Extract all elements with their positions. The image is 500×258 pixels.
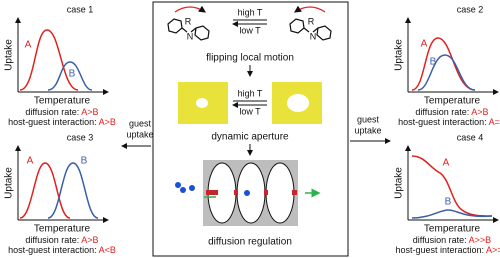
molecule-left bbox=[167, 5, 210, 41]
interaction-value: A<B bbox=[99, 245, 116, 255]
condition-high: high T bbox=[238, 88, 263, 98]
interaction-value: A>B bbox=[99, 117, 116, 127]
cages bbox=[207, 162, 295, 224]
guests bbox=[175, 182, 250, 196]
curve-label-b: B bbox=[445, 197, 452, 208]
interaction-value: A>>B bbox=[486, 245, 500, 255]
curve-b bbox=[417, 54, 476, 91]
interaction-label: host-guest interaction: bbox=[8, 117, 99, 127]
curve-a bbox=[19, 162, 71, 219]
gates bbox=[206, 190, 297, 195]
curve-label-a: A bbox=[25, 40, 32, 51]
interaction-line: host-guest interaction: A=B bbox=[398, 117, 500, 127]
y-axis-label: Uptake bbox=[4, 167, 15, 199]
interaction-label: host-guest interaction: bbox=[398, 117, 489, 127]
diffusion-value: A>>B bbox=[469, 235, 492, 245]
diffusion-label: diffusion rate: bbox=[25, 107, 81, 117]
diffusion-line: diffusion rate: A>B bbox=[25, 235, 98, 245]
caption: diffusion regulation bbox=[208, 237, 292, 248]
curve-label-a: A bbox=[443, 158, 450, 169]
case-label: case 3 bbox=[67, 132, 94, 142]
condition-low: low T bbox=[239, 25, 261, 35]
diffusion-label: diffusion rate: bbox=[25, 235, 81, 245]
curve-label-b: B bbox=[430, 57, 437, 68]
atom-r: R bbox=[185, 16, 192, 26]
arrow-label: guest bbox=[129, 118, 152, 128]
pore bbox=[287, 94, 309, 112]
y-axis-label: Uptake bbox=[4, 39, 15, 71]
diffusion-value: A>B bbox=[81, 107, 98, 117]
arrow-label: uptake bbox=[126, 129, 153, 139]
curve-label-b: B bbox=[69, 69, 76, 80]
curve-a bbox=[19, 29, 79, 91]
molecule-right bbox=[289, 5, 332, 41]
case-label: case 4 bbox=[457, 132, 484, 142]
arrow-label: guest bbox=[357, 114, 380, 124]
curve-b bbox=[47, 61, 93, 91]
curve-label-a: A bbox=[27, 156, 34, 167]
arrow-label: uptake bbox=[354, 125, 381, 135]
case-label: case 2 bbox=[457, 4, 484, 14]
y-axis-label: Uptake bbox=[394, 39, 405, 71]
interaction-value: A=B bbox=[489, 117, 500, 127]
diffusion-label: diffusion rate: bbox=[415, 107, 471, 117]
atom-n: N bbox=[187, 31, 194, 41]
atom-r: R bbox=[308, 16, 315, 26]
flow-arrow bbox=[204, 193, 319, 197]
condition-high: high T bbox=[238, 7, 263, 17]
interaction-label: host-guest interaction: bbox=[395, 245, 486, 255]
y-axis-label: Uptake bbox=[394, 167, 405, 199]
condition-low: low T bbox=[239, 106, 261, 116]
curve-label-b: B bbox=[81, 156, 88, 167]
interaction-label: host-guest interaction: bbox=[8, 245, 99, 255]
interaction-line: host-guest interaction: A>>B bbox=[395, 245, 500, 255]
curve-a bbox=[411, 37, 476, 91]
x-axis-label: Temperature bbox=[424, 96, 481, 107]
x-axis-label: Temperature bbox=[34, 96, 91, 107]
curve-label-a: A bbox=[421, 39, 428, 50]
pore bbox=[196, 98, 208, 108]
center-box bbox=[152, 1, 349, 257]
atom-n: N bbox=[310, 31, 317, 41]
interaction-line: host-guest interaction: A>B bbox=[8, 117, 116, 127]
curve-b bbox=[411, 209, 493, 219]
curve-b bbox=[47, 162, 99, 219]
diffusion-line: diffusion rate: A>B bbox=[415, 107, 488, 117]
x-axis-label: Temperature bbox=[34, 224, 91, 235]
diffusion-label: diffusion rate: bbox=[413, 235, 469, 245]
curve-a bbox=[411, 155, 493, 217]
interaction-line: host-guest interaction: A<B bbox=[8, 245, 116, 255]
diffusion-value: A>B bbox=[81, 235, 98, 245]
caption: flipping local motion bbox=[206, 53, 294, 64]
equilibrium-arrow bbox=[233, 101, 267, 105]
equilibrium-arrow bbox=[233, 20, 267, 24]
diffusion-line: diffusion rate: A>B bbox=[25, 107, 98, 117]
diffusion-line: diffusion rate: A>>B bbox=[413, 235, 491, 245]
x-axis-label: Temperature bbox=[424, 224, 481, 235]
caption: dynamic aperture bbox=[211, 132, 289, 143]
case-label: case 1 bbox=[67, 4, 94, 14]
diffusion-value: A>B bbox=[471, 107, 488, 117]
